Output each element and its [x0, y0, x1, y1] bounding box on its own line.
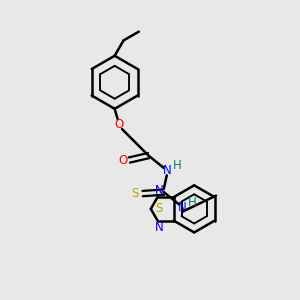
- Text: N: N: [162, 164, 171, 177]
- Text: N: N: [178, 201, 187, 214]
- Text: S: S: [155, 202, 163, 215]
- Text: S: S: [132, 187, 139, 200]
- Text: H: H: [173, 159, 182, 172]
- Text: O: O: [119, 154, 128, 166]
- Text: N: N: [155, 184, 164, 197]
- Text: H: H: [188, 196, 197, 208]
- Text: N: N: [155, 220, 164, 234]
- Text: O: O: [115, 118, 124, 130]
